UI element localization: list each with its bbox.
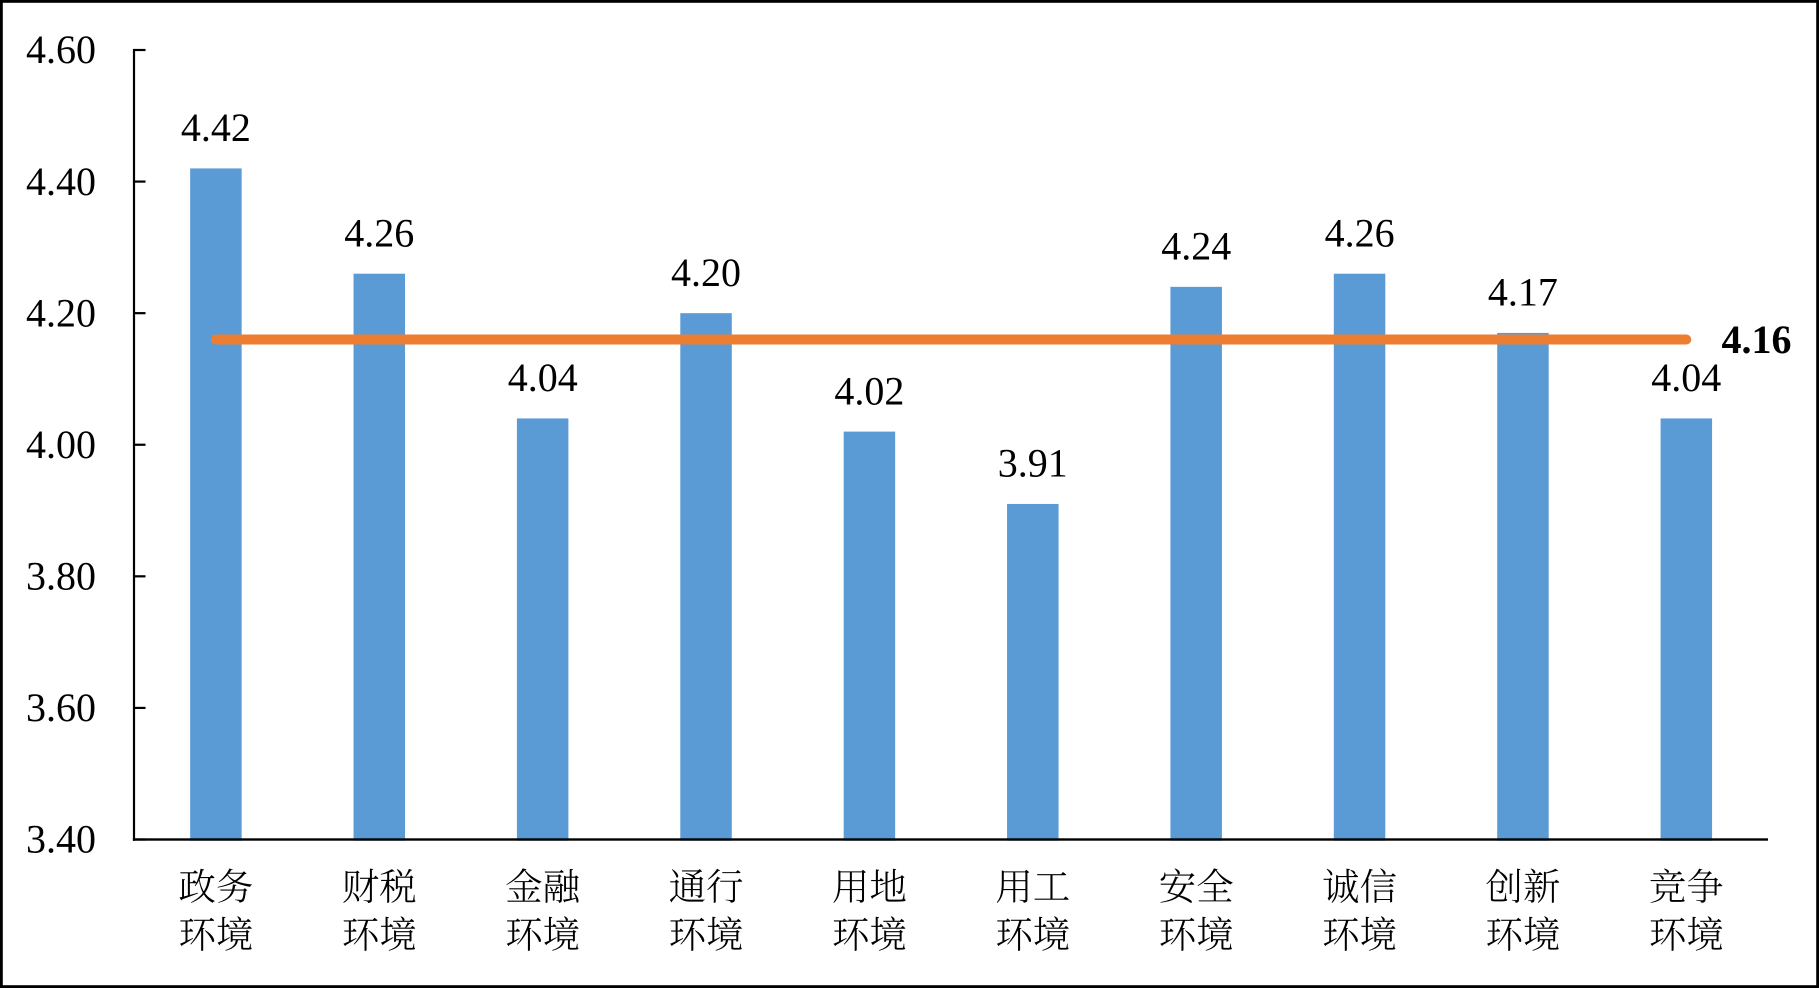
svg-text:3.80: 3.80 xyxy=(26,554,96,599)
svg-text:4.17: 4.17 xyxy=(1488,270,1558,315)
svg-text:4.24: 4.24 xyxy=(1161,224,1231,269)
svg-text:4.04: 4.04 xyxy=(1651,355,1721,400)
svg-text:3.40: 3.40 xyxy=(26,817,96,862)
svg-text:4.42: 4.42 xyxy=(181,105,251,150)
svg-text:4.26: 4.26 xyxy=(344,210,414,255)
svg-text:4.26: 4.26 xyxy=(1325,210,1395,255)
svg-text:4.00: 4.00 xyxy=(26,422,96,467)
svg-text:4.20: 4.20 xyxy=(26,290,96,335)
svg-text:3.60: 3.60 xyxy=(26,685,96,730)
svg-text:4.04: 4.04 xyxy=(508,355,578,400)
svg-text:4.20: 4.20 xyxy=(671,250,741,295)
svg-text:3.91: 3.91 xyxy=(998,441,1068,486)
svg-text:4.16: 4.16 xyxy=(1722,317,1792,362)
svg-text:4.40: 4.40 xyxy=(26,159,96,204)
svg-text:4.02: 4.02 xyxy=(834,368,904,413)
svg-text:4.60: 4.60 xyxy=(26,27,96,72)
